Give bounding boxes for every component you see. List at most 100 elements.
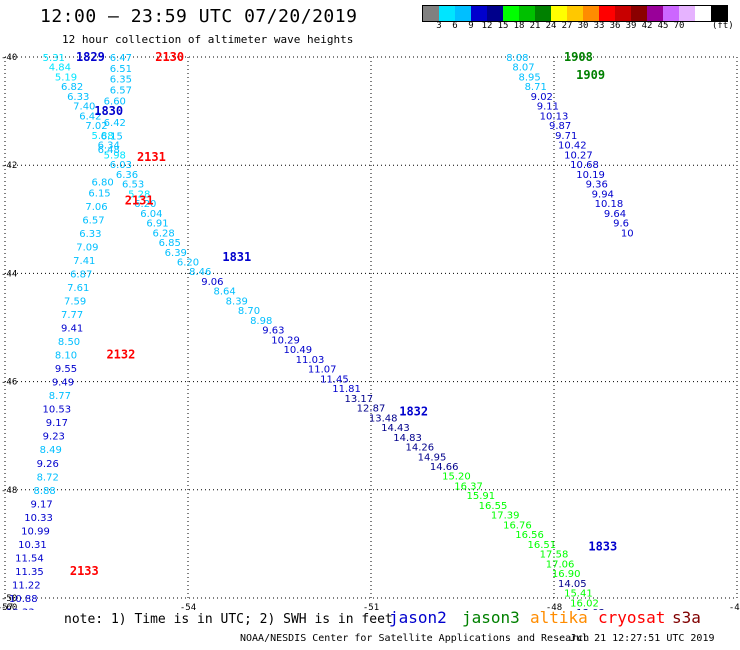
- colorbar-swatch: [695, 6, 711, 21]
- wave-height-reading: 10: [621, 228, 634, 239]
- wave-height-reading: 9.63: [262, 326, 284, 337]
- wave-height-reading: 17.58: [540, 550, 569, 561]
- colorbar-swatch: [519, 6, 535, 21]
- wave-height-reading: 8.07: [512, 63, 534, 74]
- colorbar-label: 12: [481, 21, 493, 31]
- track-time-label: 2132: [106, 348, 135, 362]
- colorbar-label: 21: [529, 21, 541, 31]
- colorbar-label: 36: [609, 21, 621, 31]
- footer-agency: NOAA/NESDIS Center for Satellite Applica…: [240, 633, 590, 644]
- wave-height-reading: 9.36: [586, 180, 608, 191]
- wave-height-reading: 10.27: [564, 150, 593, 161]
- wave-height-reading: 6.91: [146, 219, 168, 230]
- wave-height-reading: 9.87: [549, 121, 571, 132]
- colorbar-swatch: [615, 6, 631, 21]
- wave-height-reading: 8.71: [525, 82, 547, 93]
- wave-height-reading: 6.03: [110, 160, 132, 171]
- wave-height-reading: 10.42: [558, 141, 587, 152]
- wave-height-reading: 16.90: [552, 569, 581, 580]
- track-time-label: 1830: [94, 104, 123, 118]
- wave-height-reading: 10.68: [570, 160, 599, 171]
- wave-height-reading: 6.39: [165, 248, 187, 259]
- colorbar-swatch: [711, 6, 727, 21]
- wave-height-reading: 14.66: [430, 462, 459, 473]
- colorbar-swatch: [439, 6, 455, 21]
- colorbar-label: 42: [641, 21, 653, 31]
- track-time-label: 2131: [137, 150, 166, 164]
- colorbar-swatch: [583, 6, 599, 21]
- colorbar-label: 3: [436, 21, 442, 31]
- lat-tick-label: -44: [1, 269, 17, 279]
- wave-height-reading: 9.17: [46, 418, 68, 429]
- wave-height-reading: 8.88: [34, 486, 56, 497]
- wave-height-reading: 15.41: [564, 589, 593, 600]
- wave-height-reading: 8.10: [55, 351, 77, 362]
- wave-height-reading: 10.19: [576, 170, 605, 181]
- wave-height-reading: 6.42: [104, 118, 126, 129]
- wave-height-reading: 8.08: [506, 53, 528, 64]
- colorbar-swatch: [535, 6, 551, 21]
- wave-height-reading: 7.40: [73, 102, 95, 113]
- wave-height-reading: 9.94: [592, 189, 614, 200]
- wave-height-reading: 8.46: [189, 267, 211, 278]
- wave-height-reading: 8.72: [37, 472, 59, 483]
- legend-item-s3a: s3a: [672, 608, 701, 627]
- wave-height-reading: 11.03: [296, 355, 325, 366]
- wave-height-reading: 14.05: [558, 579, 587, 590]
- colorbar-swatch: [599, 6, 615, 21]
- colorbar-swatch: [567, 6, 583, 21]
- wave-height-reading: 14.95: [418, 452, 447, 463]
- wave-height-reading: 4.84: [49, 63, 71, 74]
- wave-height-reading: 10.33: [6, 608, 35, 610]
- wave-height-reading: 15.20: [442, 472, 471, 483]
- wave-height-reading: 6.53: [122, 180, 144, 191]
- wave-height-reading: 6.35: [110, 75, 132, 86]
- track-time-label: 1909: [576, 68, 605, 82]
- wave-height-reading: 7.41: [73, 256, 95, 267]
- wave-height-reading: 14.26: [405, 443, 434, 454]
- wave-height-reading: 7.59: [64, 296, 86, 307]
- wave-height-reading: 16.55: [479, 501, 508, 512]
- wave-height-reading: 10.31: [18, 540, 47, 551]
- lat-tick-label: -40: [1, 53, 17, 63]
- wave-height-reading: 16.76: [503, 520, 532, 531]
- wave-height-reading: 9.64: [604, 209, 626, 220]
- wave-height-reading: 6.20: [134, 199, 156, 210]
- wave-height-reading: 8.39: [226, 296, 248, 307]
- lat-tick-label: -48: [1, 486, 17, 496]
- wave-height-reading: 8.95: [518, 72, 540, 83]
- colorbar-label: 45: [657, 21, 669, 31]
- corner-label: -60: [1, 603, 17, 610]
- wave-height-colorbar: [422, 5, 728, 22]
- wave-height-reading: 5.19: [55, 72, 77, 83]
- wave-height-reading: 13.17: [344, 394, 373, 405]
- track-time-label: 1833: [588, 540, 617, 554]
- wave-height-reading: 12.87: [357, 404, 386, 415]
- colorbar-label: 30: [577, 21, 589, 31]
- colorbar-label: 9: [468, 21, 474, 31]
- wave-height-reading: 10.49: [283, 345, 312, 356]
- wave-height-reading: 9.49: [52, 378, 74, 389]
- wave-height-reading: 6.85: [159, 238, 181, 249]
- wave-height-reading: 9.71: [555, 131, 577, 142]
- wave-height-reading: 10.88: [9, 594, 38, 605]
- wave-height-reading: 6.28: [152, 228, 174, 239]
- wave-height-reading: 11.07: [308, 365, 337, 376]
- track-time-label: 1908: [564, 50, 593, 64]
- lat-tick-label: -42: [1, 161, 17, 171]
- colorbar-label: 18: [513, 21, 525, 31]
- wave-height-reading: 11.45: [320, 374, 349, 385]
- wave-height-reading: 10.33: [24, 513, 53, 524]
- wave-height-reading: 13.03: [576, 608, 605, 610]
- lon-tick-label: -51: [363, 603, 379, 610]
- wave-height-reading: 16.51: [527, 540, 556, 551]
- page-subtitle: 12 hour collection of altimeter wave hei…: [62, 33, 354, 46]
- colorbar-label: 39: [625, 21, 637, 31]
- colorbar-label: 15: [497, 21, 509, 31]
- wave-height-reading: 6.57: [82, 215, 104, 226]
- wave-height-reading: 10.13: [540, 111, 569, 122]
- wave-height-reading: 9.41: [61, 324, 83, 335]
- track-time-label: 1829: [76, 50, 105, 64]
- wave-height-reading: 6.51: [110, 64, 132, 75]
- wave-height-reading: 8.70: [238, 306, 260, 317]
